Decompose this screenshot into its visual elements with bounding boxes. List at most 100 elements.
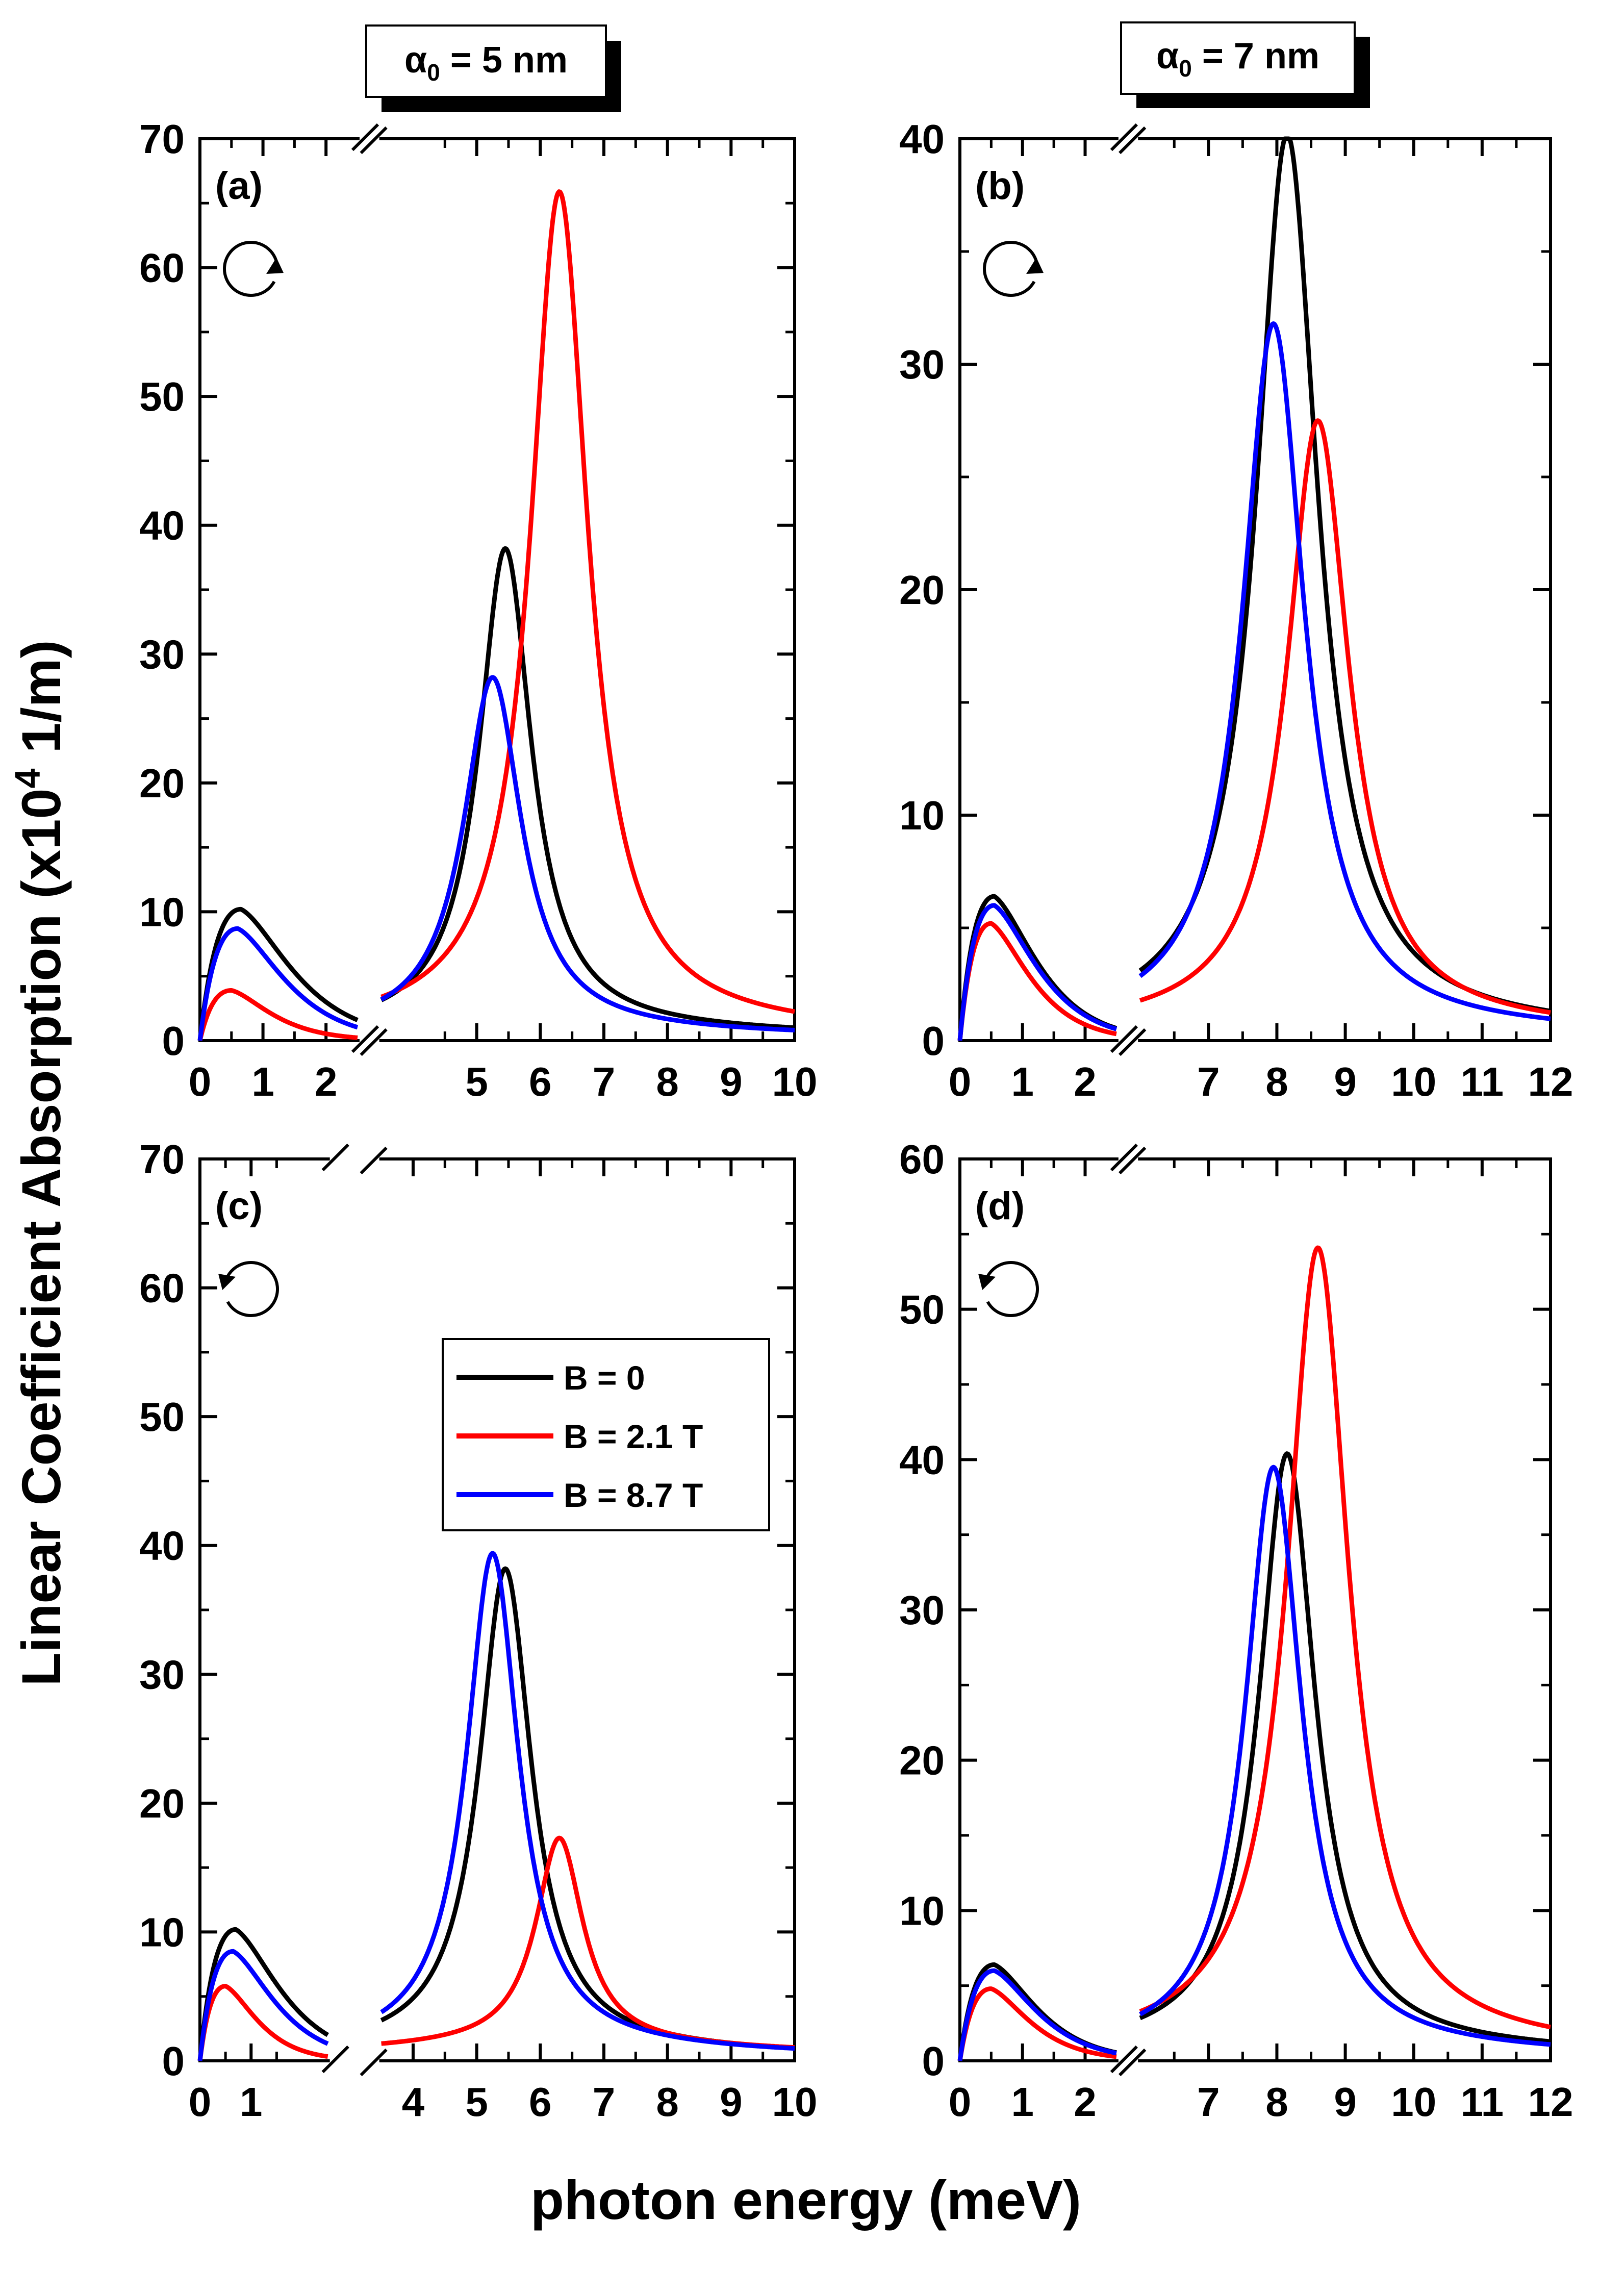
x-tick-label: 0: [949, 1059, 972, 1104]
y-tick-label: 30: [899, 1587, 945, 1633]
y-tick-label: 40: [139, 1523, 185, 1569]
series-line-main: [380, 546, 796, 1030]
legend: B = 0 B = 2.1 T B = 8.7 T: [442, 1338, 770, 1531]
series-b-0: [197, 1566, 796, 2061]
y-tick-label: 20: [139, 1781, 185, 1826]
y-tick-label: 60: [139, 245, 185, 291]
series-line-low: [957, 921, 1118, 1041]
legend-label: B = 0: [564, 1359, 645, 1397]
legend-label: B = 8.7 T: [564, 1476, 703, 1514]
axis-break-top: [321, 1143, 388, 1175]
y-axis-title: Linear Coefficient Absorption (x104 1/m): [8, 640, 72, 1686]
x-tick-label: 10: [772, 1059, 818, 1104]
y-tick-label: 10: [139, 889, 185, 935]
x-axis-title: photon energy (meV): [530, 2169, 1081, 2231]
column-title-text: α0 = 5 nm: [404, 40, 568, 86]
plot-frame: [958, 137, 1552, 1042]
counterclockwise-rotation-icon: [978, 1260, 1039, 1317]
x-tick-label: 7: [593, 1059, 616, 1104]
axis-break-top: [1110, 1143, 1147, 1175]
series-b-0: [957, 1451, 1552, 2061]
x-tick-label: 12: [1528, 2079, 1573, 2125]
series-line-low: [197, 1927, 329, 2061]
x-tick-label: 8: [656, 1059, 679, 1104]
y-tick-label: 20: [899, 1738, 945, 1783]
series-line-main: [1138, 1451, 1552, 2044]
series-b-2-1-t: [197, 1835, 796, 2061]
x-tick-label: 8: [656, 2079, 679, 2125]
axis-break-bottom: [351, 1025, 388, 1056]
y-tick-label: 20: [899, 567, 945, 613]
series-b-0: [957, 136, 1552, 1041]
y-tick-label: 0: [922, 2038, 945, 2084]
y-tick-label: 40: [899, 116, 945, 162]
x-tick-label: 7: [1197, 2079, 1220, 2125]
y-tick-label: 0: [162, 1018, 185, 1064]
y-tick-label: 60: [899, 1137, 945, 1182]
series-b-2-1-t: [957, 1245, 1552, 2061]
x-tick-label: 8: [1265, 1059, 1288, 1104]
y-tick-label: 30: [139, 1652, 185, 1697]
series-line-main: [1138, 1465, 1552, 2047]
y-tick-label: 60: [139, 1266, 185, 1311]
axis-break-top: [1110, 123, 1147, 155]
panel-label: (d): [975, 1184, 1025, 1228]
column-title-a0-5nm: α0 = 5 nm: [365, 24, 621, 112]
axis-break-top: [351, 123, 388, 155]
series-line-low: [957, 1986, 1118, 2061]
axis-break-bottom: [321, 2045, 388, 2077]
y-tick-label: 20: [139, 761, 185, 806]
y-tick-label: 70: [139, 1137, 185, 1182]
series-line-main: [380, 189, 796, 1014]
y-tick-label: 30: [899, 342, 945, 387]
panel-label: (c): [215, 1184, 263, 1228]
x-tick-label: 5: [465, 2079, 488, 2125]
series-line-main: [380, 675, 796, 1032]
legend-label: B = 2.1 T: [564, 1418, 703, 1455]
x-tick-label: 7: [1197, 1059, 1220, 1104]
y-tick-label: 70: [139, 116, 185, 162]
legend-entry-b21: B = 2.1 T: [456, 1418, 703, 1455]
x-tick-label: 0: [189, 2079, 212, 2125]
x-tick-label: 9: [1334, 2079, 1357, 2125]
x-tick-label: 9: [720, 2079, 743, 2125]
series-line-low: [197, 1949, 329, 2061]
series-line-main: [1138, 418, 1552, 1015]
x-tick-label: 9: [720, 1059, 743, 1104]
series-b-0: [197, 546, 796, 1041]
series-line-main: [380, 1551, 796, 2051]
y-tick-label: 10: [899, 793, 945, 838]
x-tick-label: 4: [402, 2079, 425, 2125]
series-b-8-7-t: [197, 1551, 796, 2061]
clockwise-rotation-icon: [983, 241, 1044, 297]
x-tick-label: 1: [1011, 1059, 1034, 1104]
title-box: [1120, 21, 1356, 95]
x-tick-label: 10: [1391, 2079, 1436, 2125]
x-tick-label: 2: [315, 1059, 338, 1104]
x-tick-label: 1: [251, 1059, 274, 1104]
x-tick-label: 1: [240, 2079, 263, 2125]
y-tick-label: 50: [139, 374, 185, 419]
x-tick-label: 1: [1011, 2079, 1034, 2125]
clockwise-rotation-icon: [223, 241, 284, 297]
x-tick-label: 2: [1074, 2079, 1097, 2125]
series-b-2-1-t: [957, 418, 1552, 1041]
axis-break-bottom: [1110, 1025, 1147, 1056]
y-tick-label: 0: [922, 1018, 945, 1064]
series-line-low: [197, 906, 359, 1041]
y-tick-label: 50: [899, 1287, 945, 1332]
series-line-low: [197, 1984, 329, 2061]
x-tick-label: 6: [529, 2079, 552, 2125]
y-tick-label: 40: [899, 1437, 945, 1482]
panel-label: (b): [975, 164, 1025, 208]
series-b-8-7-t: [197, 675, 796, 1041]
x-tick-label: 0: [189, 1059, 212, 1104]
series-b-2-1-t: [197, 189, 796, 1042]
x-tick-label: 5: [465, 1059, 488, 1104]
x-tick-label: 9: [1334, 1059, 1357, 1104]
